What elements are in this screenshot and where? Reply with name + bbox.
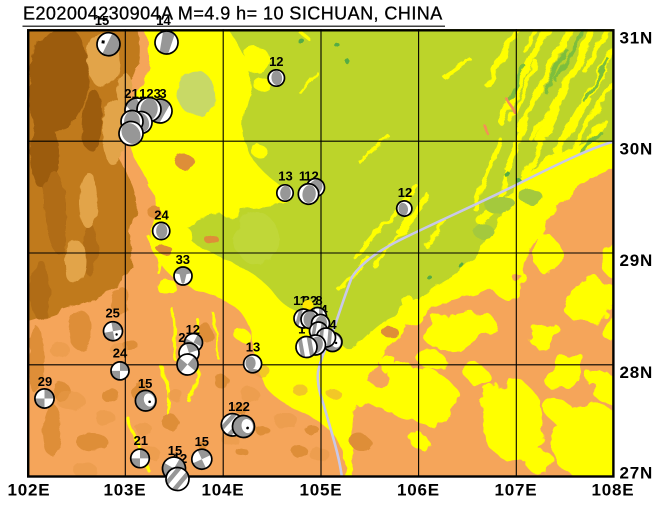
svg-text:29N: 29N (620, 251, 654, 270)
svg-text:15: 15 (168, 443, 182, 458)
svg-text:15: 15 (95, 13, 109, 28)
svg-text:122: 122 (228, 399, 250, 414)
svg-text:29: 29 (38, 374, 52, 389)
svg-text:103E: 103E (104, 481, 147, 500)
svg-text:31N: 31N (620, 29, 654, 48)
svg-text:13: 13 (278, 169, 292, 184)
svg-text:102E: 102E (8, 481, 51, 500)
svg-text:123: 123 (139, 86, 161, 101)
svg-text:105E: 105E (300, 481, 343, 500)
svg-text:27N: 27N (620, 464, 654, 483)
svg-text:107E: 107E (495, 481, 538, 500)
svg-text:25: 25 (105, 306, 119, 321)
svg-text:3: 3 (159, 86, 166, 101)
svg-text:12: 12 (398, 185, 412, 200)
svg-text:21: 21 (124, 86, 138, 101)
svg-text:8: 8 (315, 293, 322, 308)
svg-text:28N: 28N (620, 363, 654, 382)
svg-text:13: 13 (246, 340, 260, 355)
svg-text:106E: 106E (397, 481, 440, 500)
svg-text:1: 1 (298, 322, 305, 337)
svg-text:21: 21 (134, 433, 148, 448)
svg-text:14: 14 (156, 13, 171, 28)
svg-text:15: 15 (138, 376, 152, 391)
svg-text:33: 33 (176, 252, 190, 267)
svg-text:24: 24 (154, 208, 169, 223)
svg-text:104E: 104E (202, 481, 245, 500)
svg-text:108E: 108E (592, 481, 635, 500)
svg-text:12: 12 (269, 54, 283, 69)
svg-text:4: 4 (329, 317, 337, 332)
svg-text:30N: 30N (620, 140, 654, 159)
svg-text:1: 1 (299, 169, 306, 184)
svg-text:24: 24 (113, 346, 128, 361)
svg-text:E202004230904A M=4.9 h= 10 SI: E202004230904A M=4.9 h= 10 SICHUAN, CHIN… (23, 4, 443, 24)
svg-text:15: 15 (195, 434, 209, 449)
